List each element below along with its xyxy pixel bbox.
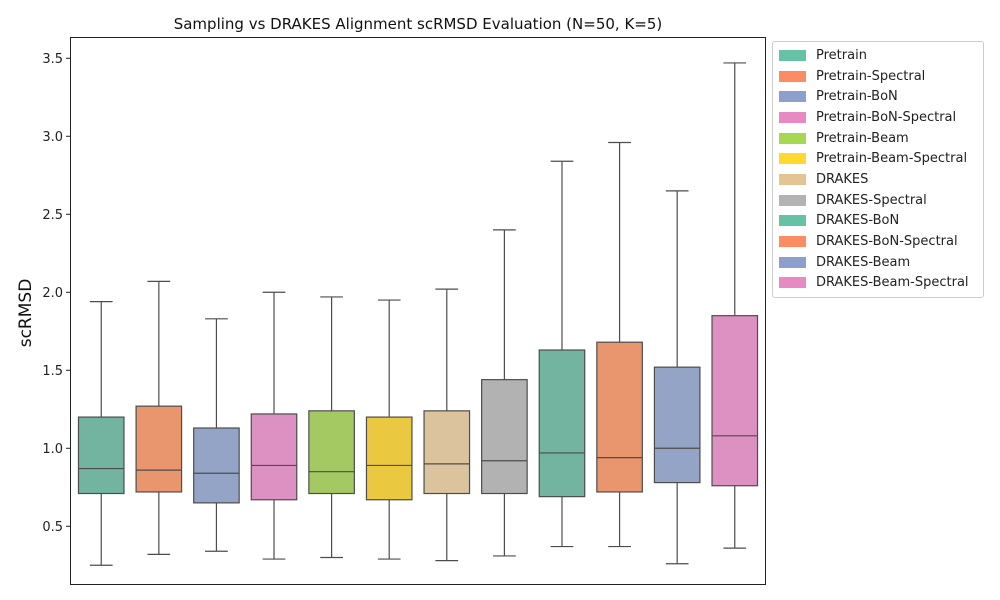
iqr-box — [135, 405, 183, 493]
y-axis-ticks: 0.5 1.0 1.5 2.0 2.5 3.0 3.5 — [42, 52, 71, 535]
box-10 — [596, 141, 643, 548]
legend-item: Pretrain-BoN — [773, 86, 983, 107]
legend-label: DRAKES-Beam-Spectral — [816, 275, 969, 291]
legend-item: Pretrain-Beam-Spectral — [773, 148, 983, 169]
legend-item: Pretrain-Beam — [773, 128, 983, 149]
box-8 — [481, 229, 528, 557]
legend-item: DRAKES-BoN-Spectral — [773, 231, 983, 252]
box-12 — [711, 62, 759, 549]
legend-label: Pretrain — [816, 47, 867, 63]
legend-label: DRAKES — [816, 171, 869, 187]
y-axis-label: scRMSD — [16, 279, 36, 348]
legend-label: DRAKES-BoN-Spectral — [816, 234, 958, 250]
legend-swatch — [779, 153, 806, 165]
legend-swatch — [779, 132, 806, 144]
legend-swatch — [779, 194, 806, 206]
iqr-box — [77, 416, 125, 495]
iqr-box — [481, 379, 528, 495]
legend-label: Pretrain-BoN-Spectral — [816, 109, 957, 125]
legend-swatch — [779, 277, 806, 289]
plot-area-frame — [70, 37, 766, 585]
legend-label: Pretrain-Beam — [816, 130, 909, 146]
y-tick-label: 2.5 — [42, 208, 63, 223]
iqr-box — [538, 349, 586, 498]
box-1 — [77, 301, 125, 566]
chart-title: Sampling vs DRAKES Alignment scRMSD Eval… — [174, 15, 663, 33]
legend-label: Pretrain-Beam-Spectral — [816, 151, 968, 167]
legend-item: Pretrain-BoN-Spectral — [773, 107, 983, 128]
box-11 — [653, 190, 701, 565]
legend-item: DRAKES-Beam-Spectral — [773, 273, 983, 294]
boxes-group — [77, 62, 759, 566]
iqr-box — [365, 416, 413, 501]
box-9 — [538, 160, 586, 548]
iqr-box — [308, 410, 355, 495]
box-7 — [423, 288, 471, 562]
legend-label: Pretrain-BoN — [816, 89, 898, 105]
y-tick-label: 3.0 — [42, 130, 63, 145]
legend-label: DRAKES-BoN — [816, 213, 900, 229]
iqr-box — [596, 341, 643, 493]
legend-label: DRAKES-Beam — [816, 254, 911, 270]
legend-swatch — [779, 173, 806, 185]
box-6 — [365, 299, 413, 560]
legend-swatch — [779, 49, 806, 61]
legend-swatch — [779, 236, 806, 248]
legend-swatch — [779, 91, 806, 103]
iqr-box — [193, 427, 240, 504]
box-3 — [193, 318, 240, 552]
y-tick-label: 3.5 — [42, 52, 63, 67]
legend-item: DRAKES — [773, 169, 983, 190]
legend-label: DRAKES-Spectral — [816, 192, 927, 208]
legend-swatch — [779, 215, 806, 227]
y-tick-label: 1.5 — [42, 364, 63, 379]
legend-item: DRAKES-Beam — [773, 252, 983, 273]
legend-label: Pretrain-Spectral — [816, 68, 926, 84]
legend-item: DRAKES-BoN — [773, 211, 983, 232]
legend-item: DRAKES-Spectral — [773, 190, 983, 211]
iqr-box — [250, 413, 298, 501]
y-tick-label: 0.5 — [42, 520, 63, 535]
legend-item: Pretrain — [773, 45, 983, 66]
y-tick-label: 1.0 — [42, 442, 63, 457]
legend: Pretrain Pretrain-Spectral Pretrain-BoN Pre… — [772, 41, 984, 299]
box-5 — [308, 296, 355, 559]
iqr-box — [653, 366, 701, 484]
legend-swatch — [779, 111, 806, 123]
iqr-box — [423, 410, 471, 495]
y-tick-label: 2.0 — [42, 286, 63, 301]
iqr-box — [711, 315, 759, 487]
legend-swatch — [779, 70, 806, 82]
box-2 — [135, 280, 183, 555]
legend-swatch — [779, 256, 806, 268]
legend-item: Pretrain-Spectral — [773, 66, 983, 87]
box-4 — [250, 291, 298, 560]
